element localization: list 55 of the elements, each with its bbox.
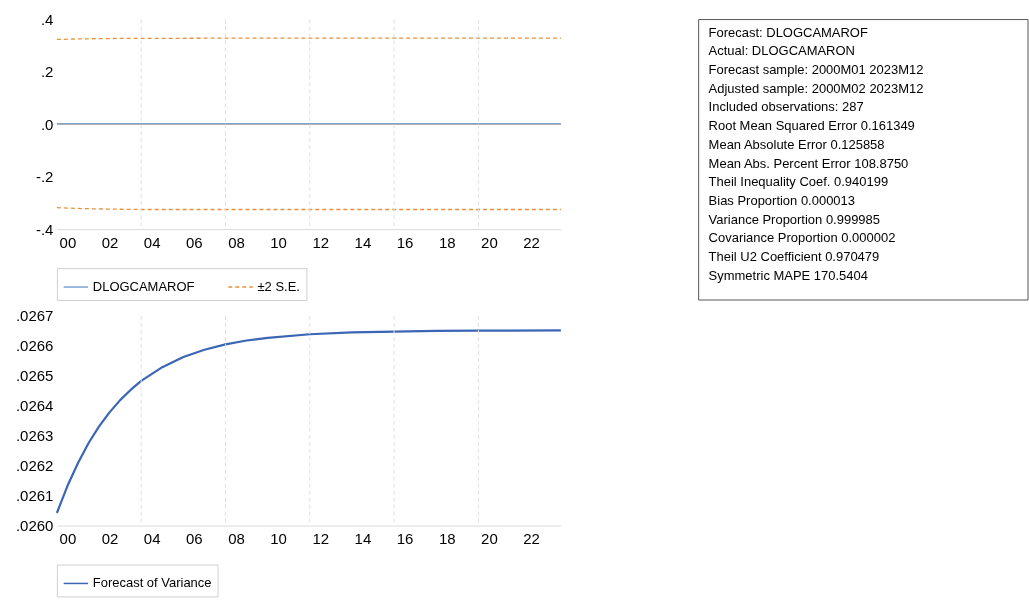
x-tick-label: 02	[101, 530, 119, 548]
y-tick-label: .0267	[15, 307, 54, 325]
text: Symmetric MAPE 170.5404	[708, 267, 868, 283]
text: Mean Abs. Percent Error 108.8750	[708, 155, 909, 171]
y-tick-label: .0	[40, 115, 54, 133]
text: Mean Absolute Error 0.125858	[708, 136, 885, 152]
x-tick-label: 16	[396, 233, 414, 251]
text: Variance Proportion 0.999985	[708, 211, 880, 227]
line-series	[55, 329, 563, 515]
x-tick-label: 04	[143, 530, 161, 548]
y-tick-label: .0260	[15, 517, 54, 535]
x-tick-label: 06	[185, 530, 203, 548]
y-tick-label: -.2	[35, 168, 54, 186]
y-tick-label: .0261	[15, 487, 54, 505]
text: Bias Proportion 0.000013	[708, 192, 855, 208]
legend-label: Forecast of Variance	[92, 575, 212, 591]
text: Theil Inequality Coef. 0.940199	[708, 174, 889, 190]
x-tick-label: 00	[59, 233, 77, 251]
x-tick-label: 22	[523, 233, 540, 251]
x-tick-label: 06	[185, 233, 203, 251]
x-tick-label: 08	[228, 233, 245, 251]
text: Included observations: 287	[708, 99, 864, 115]
x-tick-label: 14	[354, 233, 372, 251]
y-tick-label: .0264	[15, 397, 54, 415]
x-tick-label: 18	[438, 530, 456, 548]
text: Root Mean Squared Error 0.161349	[708, 118, 915, 134]
text: Actual: DLOGCAMARON	[708, 43, 855, 59]
x-tick-label: 12	[312, 530, 330, 548]
x-tick-label: 22	[523, 530, 540, 548]
legend-label: DLOGCAMAROF	[92, 279, 195, 295]
x-tick-label: 12	[312, 233, 330, 251]
y-tick-label: .4	[40, 11, 54, 29]
text: Adjusted sample: 2000M02 2023M12	[708, 80, 924, 96]
x-tick-label: 00	[59, 530, 77, 548]
x-tick-label: 16	[396, 530, 414, 548]
y-tick-label: .0265	[15, 367, 54, 385]
x-tick-label: 20	[481, 233, 498, 251]
y-tick-label: .0262	[15, 457, 54, 475]
y-tick-label: .0266	[15, 337, 54, 355]
x-tick-label: 10	[270, 233, 287, 251]
x-tick-label: 04	[143, 233, 161, 251]
y-tick-label: -.4	[35, 220, 54, 238]
y-tick-label: .0263	[15, 427, 54, 445]
x-tick-label: 18	[438, 233, 456, 251]
x-tick-label: 08	[228, 530, 245, 548]
legend-label: ±2 S.E.	[257, 279, 300, 295]
text: Forecast: DLOGCAMAROF	[708, 24, 868, 40]
text: Forecast sample: 2000M01 2023M12	[708, 62, 924, 78]
x-tick-label: 14	[354, 530, 372, 548]
x-tick-label: 20	[481, 530, 498, 548]
x-tick-label: 10	[270, 530, 287, 548]
y-tick-label: .2	[40, 63, 54, 81]
text: Covariance Proportion 0.000002	[708, 230, 896, 246]
text: Theil U2 Coefficient 0.970479	[708, 248, 880, 264]
x-tick-label: 02	[101, 233, 119, 251]
